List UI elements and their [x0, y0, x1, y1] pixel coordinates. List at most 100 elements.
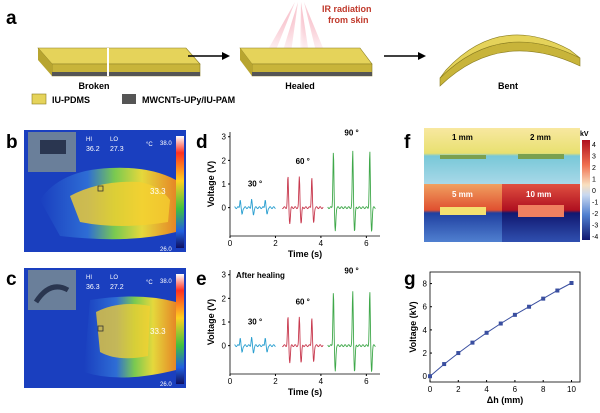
scale-min: 26.0 — [160, 382, 172, 388]
legend: IU-PDMS MWCNTs-UPy/IU-PAM — [31, 93, 235, 105]
field-map-10mm: 10 mm — [502, 184, 580, 242]
y-tick-label: 1 — [222, 180, 227, 189]
angle-annotation: 90 ° — [344, 267, 358, 276]
cell-label: 1 mm — [452, 133, 473, 142]
data-point — [484, 330, 489, 335]
field-map-1mm: 1 mm — [424, 128, 502, 184]
scale-max: 38.0 — [160, 141, 172, 147]
colorbar-ticks: 4 3 2 1 0 -1 -2 -3 -4 — [592, 142, 598, 241]
colorbar-tick-label: 1 — [592, 177, 596, 184]
hi-label: HI — [86, 275, 92, 281]
y-tick-label: 3 — [222, 271, 227, 280]
unit-label: °C — [146, 280, 153, 286]
angle-annotation: 90 ° — [344, 129, 358, 138]
x-tick-label: 6 — [513, 385, 518, 394]
x-axis-label: Time (s) — [288, 249, 322, 259]
lo-value: 27.3 — [110, 146, 124, 153]
unit-label: °C — [146, 142, 153, 148]
angle-annotation: 30 ° — [248, 317, 262, 326]
hi-label: HI — [86, 137, 92, 143]
x-tick-label: 10 — [567, 385, 576, 394]
y-tick-label: 0 — [222, 204, 227, 213]
panel-b: b HI 36.2 LO 27.3 °C 38.0 26.0 33.3 — [6, 130, 186, 253]
arrow-icon — [188, 52, 230, 60]
series-line — [234, 199, 276, 216]
broken-film — [37, 47, 201, 77]
legend-label-pdms: IU-PDMS — [52, 95, 90, 105]
ir-rays — [262, 2, 328, 60]
stage-label-broken: Broken — [78, 81, 109, 91]
panel-e-label: e — [196, 269, 207, 290]
data-point — [527, 304, 532, 309]
data-point — [555, 288, 560, 293]
y-axis-label: Voltage (V) — [206, 299, 216, 345]
legend-swatch-core — [122, 94, 136, 104]
ir-text: IR radiation — [322, 4, 372, 14]
data-point — [569, 281, 574, 285]
ir-text-2: from skin — [328, 15, 369, 25]
hi-value: 36.2 — [86, 146, 100, 153]
chart-e: 0 2 4 6 0 1 2 3 Time (s) Voltage (V) After healing… — [206, 267, 380, 397]
spot-value: 33.3 — [150, 327, 166, 336]
bent-film — [439, 34, 581, 87]
x-tick-label: 4 — [484, 385, 489, 394]
temperature-scale — [176, 274, 184, 384]
x-tick-label: 0 — [228, 239, 233, 248]
field-map-2mm: 2 mm — [502, 128, 580, 184]
colorbar-tick-label: 3 — [592, 154, 596, 161]
field-map-5mm: 5 mm — [424, 184, 502, 242]
y-tick-label: 6 — [423, 303, 428, 312]
panel-a: a Broken IR radiation from skin — [6, 2, 581, 105]
colorbar-tick-label: -1 — [592, 200, 598, 207]
x-tick-label: 2 — [273, 239, 278, 248]
lo-label: LO — [110, 275, 118, 281]
data-point — [470, 340, 475, 345]
cell-label: 2 mm — [530, 133, 551, 142]
data-point — [428, 374, 432, 379]
temperature-scale — [176, 136, 184, 248]
x-tick-label: 0 — [228, 377, 233, 386]
series-line — [429, 282, 572, 377]
data-point — [541, 296, 546, 301]
x-tick-label: 4 — [319, 239, 324, 248]
healed-film — [239, 47, 373, 77]
data-point — [442, 362, 447, 367]
x-axis-label: Δh (mm) — [487, 395, 523, 405]
legend-swatch-pdms — [31, 93, 47, 105]
panel-f-label: f — [404, 132, 411, 153]
hi-value: 36.3 — [86, 284, 100, 291]
panel-b-label: b — [6, 132, 18, 153]
angle-annotation: 60 ° — [296, 297, 310, 306]
stage-label-bent: Bent — [498, 81, 518, 91]
series-line — [234, 337, 276, 354]
x-axis-label: Time (s) — [288, 387, 322, 397]
series-line — [282, 176, 324, 224]
lo-value: 27.2 — [110, 284, 124, 291]
chart-d: 0 2 4 6 0 1 2 3 Time (s) Voltage (V) 30 ° 60 ° 90 ° — [206, 129, 380, 259]
x-tick-label: 2 — [273, 377, 278, 386]
panel-g-label: g — [404, 269, 416, 290]
colorbar-tick-label: 0 — [592, 188, 596, 195]
data-point — [498, 321, 503, 326]
x-tick-label: 6 — [364, 239, 369, 248]
legend-label-core: MWCNTs-UPy/IU-PAM — [142, 95, 235, 105]
y-tick-label: 2 — [423, 349, 428, 358]
series-line — [327, 291, 376, 372]
colorbar-tick-label: -4 — [592, 234, 598, 241]
panel-f: f 1 mm 2 mm 5 mm 10 mm kV 4 3 2 1 0 -1 -2 -3 -4 — [404, 128, 598, 242]
series-line — [282, 316, 324, 364]
stage-label-healed: Healed — [285, 81, 315, 91]
scale-min: 26.0 — [160, 247, 172, 253]
lo-label: LO — [110, 137, 118, 143]
colorbar-tick-label: -2 — [592, 211, 598, 218]
panel-a-label: a — [6, 8, 17, 29]
angle-annotation: 30 ° — [248, 179, 262, 188]
y-tick-label: 1 — [222, 318, 227, 327]
cell-label: 10 mm — [526, 190, 551, 199]
colorbar-tick-label: -3 — [592, 223, 598, 230]
measurement-spot — [97, 325, 104, 332]
panel-c-label: c — [6, 269, 17, 290]
chart-title: After healing — [236, 271, 285, 280]
scale-max: 38.0 — [160, 279, 172, 285]
y-tick-label: 3 — [222, 133, 227, 142]
